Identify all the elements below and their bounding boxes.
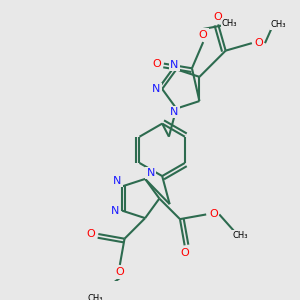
Text: O: O <box>180 248 189 258</box>
Text: N: N <box>170 107 179 117</box>
Text: O: O <box>86 229 95 239</box>
Text: CH₃: CH₃ <box>222 19 237 28</box>
Text: N: N <box>147 168 155 178</box>
Text: CH₃: CH₃ <box>270 20 286 29</box>
Text: O: O <box>152 58 161 69</box>
Text: N: N <box>110 206 119 216</box>
Text: O: O <box>214 12 223 22</box>
Text: O: O <box>209 209 218 219</box>
Text: O: O <box>116 267 124 278</box>
Text: CH₃: CH₃ <box>88 294 103 300</box>
Text: N: N <box>152 84 161 94</box>
Text: N: N <box>113 176 122 186</box>
Text: CH₃: CH₃ <box>232 230 248 239</box>
Text: O: O <box>199 30 208 40</box>
Text: O: O <box>254 38 263 48</box>
Text: N: N <box>170 60 179 70</box>
